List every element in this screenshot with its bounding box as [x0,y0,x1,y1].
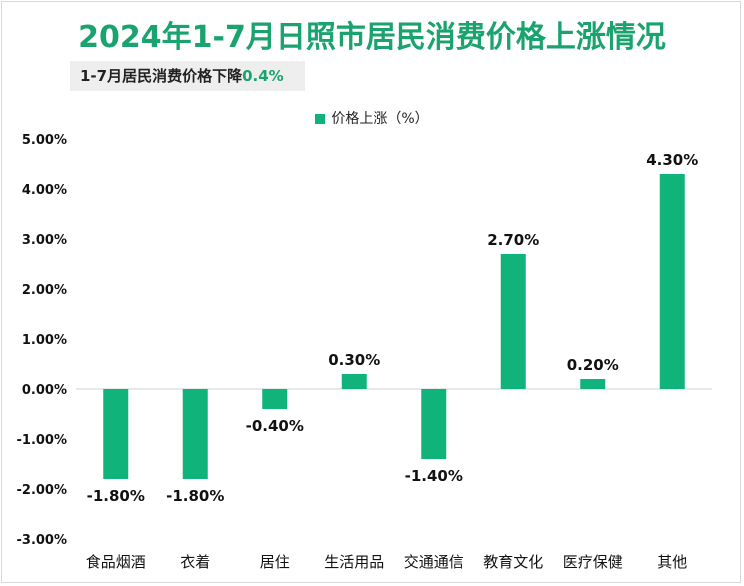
category-label: 教育文化 [483,553,543,571]
bar [659,174,685,389]
y-tick-label: -1.00% [17,433,68,448]
bar [262,389,288,409]
y-tick-label: 1.00% [22,333,67,348]
category-label: 交通通信 [404,553,464,571]
y-tick-label: 3.00% [22,233,67,248]
y-tick-label: -2.00% [17,483,68,498]
bar [500,254,526,389]
data-label: -1.40% [405,467,463,485]
chart-title: 2024年1-7月日照市居民消费价格上涨情况 [78,20,666,55]
data-label: 2.70% [487,231,539,249]
data-label: 4.30% [646,151,698,169]
data-label: -1.80% [166,487,224,505]
data-label: 0.30% [328,351,380,369]
bar [580,379,606,389]
bar [421,389,447,459]
bar [182,389,208,479]
category-label: 居住 [260,553,290,571]
subtitle-highlight: 0.4% [242,67,284,85]
legend: 价格上涨（%） [0,108,744,128]
subtitle-box: 1-7月居民消费价格下降0.4% [70,61,305,91]
category-label: 食品烟酒 [86,553,146,571]
y-tick-label: -3.00% [17,533,68,548]
y-tick-label: 0.00% [22,383,67,398]
y-tick-label: 4.00% [22,183,67,198]
category-label: 医疗保健 [563,553,623,571]
y-tick-label: 2.00% [22,283,67,298]
category-label: 其他 [657,553,687,571]
legend-label: 价格上涨（%） [331,111,429,127]
subtitle-text: 1-7月居民消费价格下降 [80,67,243,85]
bar [103,389,129,479]
data-label: -0.40% [246,417,304,435]
category-label: 衣着 [180,553,210,571]
data-label: 0.20% [567,356,619,374]
category-label: 生活用品 [324,553,384,571]
legend-swatch [315,114,326,124]
bar [341,374,367,389]
y-tick-label: 5.00% [22,133,67,148]
data-label: -1.80% [87,487,145,505]
